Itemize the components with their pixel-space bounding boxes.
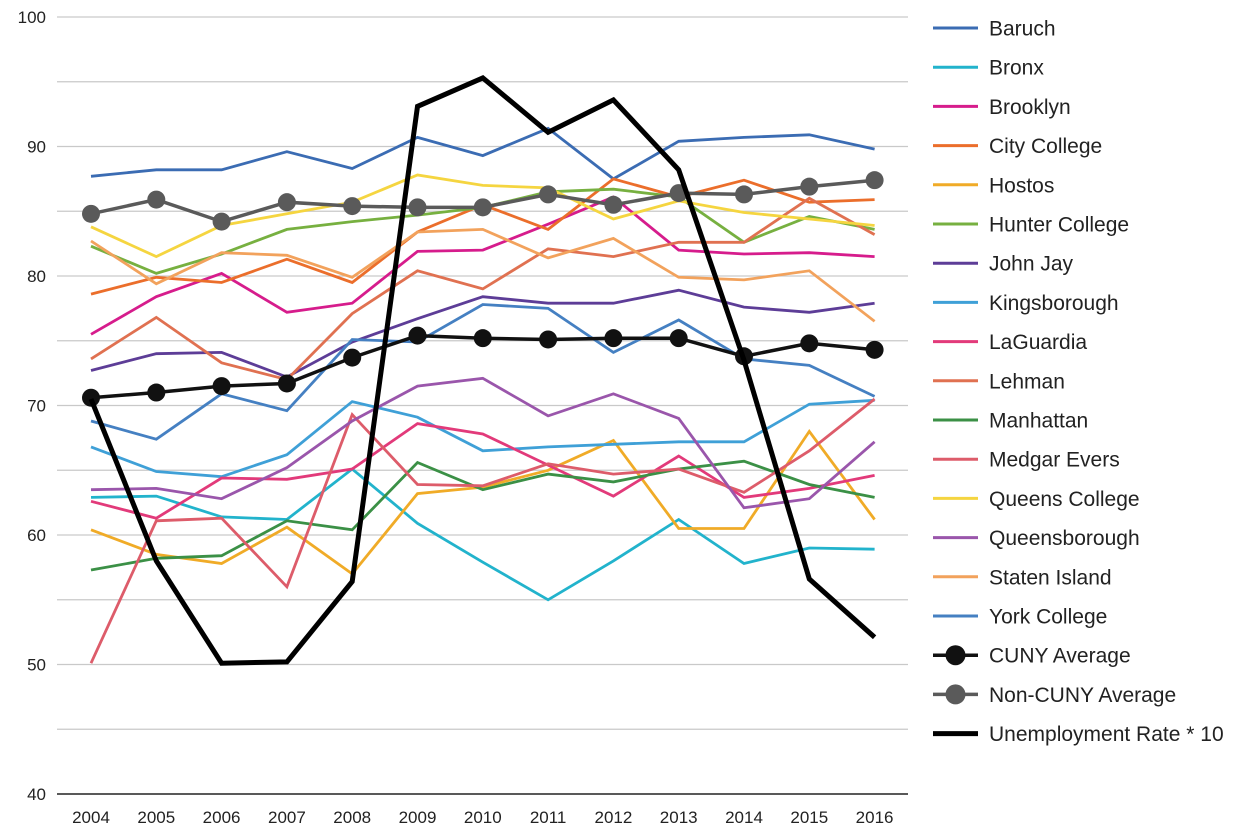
legend-label-brooklyn: Brooklyn	[989, 96, 1071, 119]
x-tick-label: 2009	[399, 808, 437, 827]
x-tick-label: 2014	[725, 808, 763, 827]
series-line-hostos	[90, 428, 876, 576]
legend-label-queens-college: Queens College	[989, 488, 1140, 511]
x-tick-label: 2007	[268, 808, 306, 827]
data-point-cuny-average	[408, 326, 427, 345]
series-lines	[82, 74, 884, 666]
y-tick-label: 80	[27, 267, 46, 286]
legend-label-kingsborough: Kingsborough	[989, 292, 1119, 315]
data-point-cuny-average	[147, 383, 166, 402]
data-point-non-cuny-average	[735, 185, 753, 204]
legend-label-baruch: Baruch	[989, 18, 1056, 41]
legend-label-staten-island: Staten Island	[989, 566, 1112, 589]
y-tick-label: 70	[27, 397, 46, 416]
data-point-non-cuny-average	[147, 190, 166, 209]
data-point-non-cuny-average	[277, 193, 296, 212]
series-line-unemployment-rate-10	[88, 74, 877, 666]
x-tick-label: 2010	[464, 808, 502, 827]
legend-label-city-college: City College	[989, 135, 1102, 158]
series-line-staten-island	[90, 227, 876, 323]
series-line-lehman	[90, 196, 876, 382]
series-line-laguardia	[90, 422, 875, 520]
grid-lines	[57, 16, 908, 795]
legend-label-bronx: Bronx	[989, 57, 1044, 80]
data-point-cuny-average	[212, 377, 231, 396]
series-line-medgar-evers	[89, 397, 876, 664]
data-point-cuny-average	[800, 334, 819, 353]
legend-marker-non-cuny-average	[945, 684, 966, 705]
series-line-manhattan	[90, 459, 875, 572]
x-tick-label: 2006	[203, 808, 241, 827]
data-point-cuny-average	[604, 329, 623, 348]
y-tick-label: 60	[27, 526, 46, 545]
series-line-brooklyn	[90, 195, 875, 336]
data-point-non-cuny-average	[343, 197, 362, 216]
data-point-cuny-average	[539, 330, 558, 349]
y-axis-ticks: 40 50 60 70 80 90 100	[18, 8, 46, 804]
legend-marker-cuny-average	[945, 645, 966, 666]
series-line-john-jay	[90, 288, 875, 379]
data-point-non-cuny-average	[604, 195, 623, 214]
legend-label-hunter-college: Hunter College	[989, 214, 1129, 237]
x-tick-label: 2012	[594, 808, 632, 827]
legend-label-unemployment-rate-10: Unemployment Rate * 10	[989, 723, 1224, 746]
legend-label-medgar-evers: Medgar Evers	[989, 449, 1120, 472]
data-point-non-cuny-average	[800, 177, 819, 196]
series-line-queensborough	[90, 376, 876, 510]
legend-label-lehman: Lehman	[989, 370, 1065, 393]
y-tick-label: 90	[27, 138, 46, 157]
legend-label-york-college: York College	[989, 606, 1107, 629]
data-point-cuny-average	[343, 348, 362, 367]
data-point-cuny-average	[865, 340, 884, 359]
x-tick-label: 2004	[72, 808, 110, 827]
legend-label-cuny-average: CUNY Average	[989, 645, 1131, 668]
y-tick-label: 50	[27, 656, 46, 675]
data-point-cuny-average	[82, 388, 100, 407]
data-point-non-cuny-average	[82, 204, 100, 223]
x-tick-label: 2016	[856, 808, 894, 827]
x-tick-label: 2015	[790, 808, 828, 827]
data-point-cuny-average	[277, 374, 296, 393]
series-line-baruch	[90, 126, 875, 181]
y-tick-label: 40	[27, 785, 46, 804]
x-tick-label: 2005	[137, 808, 175, 827]
y-tick-label: 100	[18, 8, 46, 27]
legend-label-john-jay: John Jay	[989, 253, 1074, 276]
data-point-non-cuny-average	[473, 198, 492, 217]
legend-label-non-cuny-average: Non-CUNY Average	[989, 684, 1176, 707]
data-point-non-cuny-average	[408, 198, 427, 217]
data-point-cuny-average	[669, 329, 688, 348]
legend-label-laguardia: LaGuardia	[989, 331, 1087, 354]
x-tick-label: 2011	[530, 808, 567, 827]
x-tick-label: 2013	[660, 808, 698, 827]
legend-label-queensborough: Queensborough	[989, 527, 1140, 550]
data-point-non-cuny-average	[212, 212, 231, 231]
legend-label-manhattan: Manhattan	[989, 410, 1088, 433]
legend-label-hostos: Hostos	[989, 174, 1054, 197]
legend: Baruch Bronx Brooklyn City College Hostos Hun…	[933, 18, 1224, 746]
data-point-cuny-average	[473, 329, 492, 348]
x-tick-label: 2008	[333, 808, 371, 827]
series-line-york-college	[90, 303, 876, 441]
x-axis-ticks: 2004 2005 2006 2007 2008 2009 2010 2011 2012 2013…	[72, 808, 893, 827]
data-point-non-cuny-average	[865, 171, 884, 190]
data-point-non-cuny-average	[539, 185, 558, 204]
